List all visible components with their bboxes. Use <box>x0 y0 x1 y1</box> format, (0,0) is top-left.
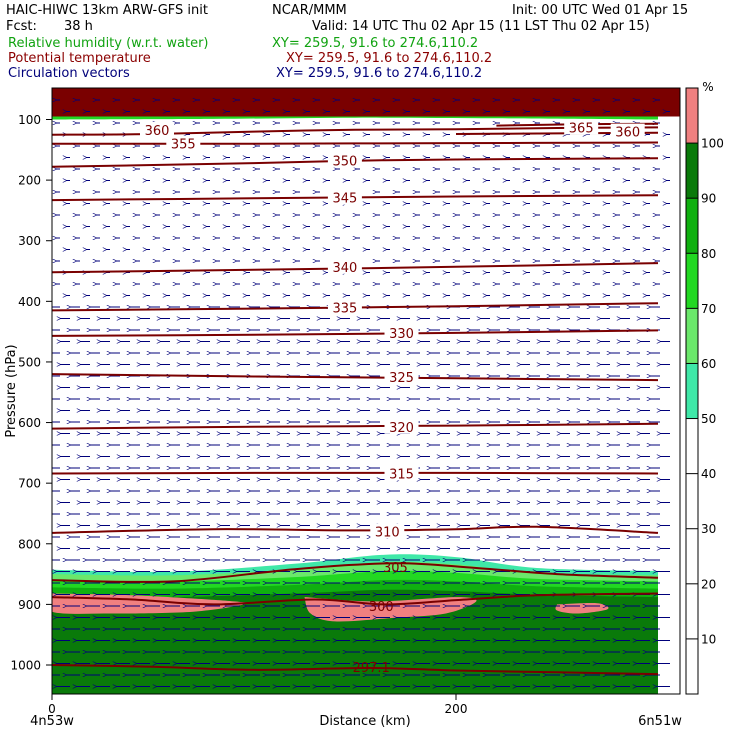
theta-label-305: 305 <box>383 561 408 576</box>
y-tick-label-1000: 1000 <box>10 659 41 673</box>
field-vector-label: Circulation vectors <box>8 66 130 81</box>
x-right-location: 6n51w <box>638 714 682 729</box>
plot-frame <box>51 87 681 695</box>
header-fcst-label: Fcst: <box>6 19 37 34</box>
y-tick-label-800: 800 <box>18 537 41 551</box>
theta-label-350: 350 <box>332 155 357 170</box>
theta-contour-355 <box>52 141 659 145</box>
y-tick-label-700: 700 <box>18 477 41 491</box>
theta-label-360: 360 <box>145 124 170 139</box>
colorbar-label-40: 40 <box>701 467 716 481</box>
colorbar-fill-50 <box>686 363 698 419</box>
field-theta-xy: XY= 259.5, 91.6 to 274.6,110.2 <box>286 51 493 66</box>
theta-contour-300 <box>52 592 659 606</box>
theta-label-bg <box>140 121 174 137</box>
y-tick-label-100: 100 <box>18 113 41 127</box>
x-tick-label-200: 200 <box>445 702 468 716</box>
theta-contour-310 <box>52 525 659 534</box>
y-axis-title: Pressure (hPa) <box>4 344 19 437</box>
y-tick-label-500: 500 <box>18 355 41 369</box>
theta-label-360: 360 <box>615 126 640 141</box>
field-rh-xy: XY= 259.5, 91.6 to 274.6,110.2 <box>272 36 479 51</box>
rh-saturated-pocket-1 <box>304 597 477 622</box>
y-tick-label-200: 200 <box>18 174 41 188</box>
header-init: Init: 00 UTC Wed 01 Apr 15 <box>512 3 689 18</box>
theta-label-345: 345 <box>332 192 357 207</box>
colorbar-fill-100 <box>686 88 698 144</box>
colorbar-label-70: 70 <box>701 302 716 316</box>
y-tick-label-900: 900 <box>18 598 41 612</box>
colorbar-fill-60 <box>686 308 698 364</box>
colorbar-fill-90 <box>686 143 698 199</box>
colorbar-label-20: 20 <box>701 577 716 591</box>
colorbar-frame <box>685 87 699 695</box>
rh-upper-layer <box>52 88 680 117</box>
theta-label-340: 340 <box>332 261 357 276</box>
colorbar-label-30: 30 <box>701 522 716 536</box>
theta-label-bg <box>370 523 405 539</box>
theta-label-330: 330 <box>389 327 414 342</box>
field-theta-label: Potential temperature <box>8 51 151 66</box>
theta-label-335: 335 <box>332 301 357 316</box>
theta-label-bg <box>327 152 362 168</box>
theta-label-bg <box>610 123 645 139</box>
colorbar-label-50: 50 <box>701 412 716 426</box>
y-tick-label-300: 300 <box>18 234 41 248</box>
header-org: NCAR/MMM <box>272 3 347 18</box>
header-valid: Valid: 14 UTC Thu 02 Apr 15 (11 LST Thu … <box>312 19 650 34</box>
theta-label-310: 310 <box>375 526 400 541</box>
theta-contour-325 <box>52 373 659 382</box>
colorbar-fill-70 <box>686 253 698 309</box>
colorbar-fill-80 <box>686 198 698 254</box>
theta-contour-315 <box>52 471 659 475</box>
theta-label-365: 365 <box>569 121 594 136</box>
theta-contour-297.1 <box>52 664 659 676</box>
x-left-location: 4n53w <box>30 714 74 729</box>
theta-label-bg <box>384 369 419 385</box>
colorbar: 10 20 30 40 50 60 70 80 90 100 <box>685 87 724 695</box>
colorbar-unit: % <box>702 80 713 94</box>
theta-contour-305 <box>52 562 659 583</box>
theta-label-bg <box>166 135 201 151</box>
theta-label-bg <box>564 119 599 135</box>
y-tick-label-600: 600 <box>18 416 41 430</box>
theta-label-297.1: 297.1 <box>353 661 390 676</box>
theta-label-bg <box>384 324 419 340</box>
field-rh-label: Relative humidity (w.r.t. water) <box>8 36 209 51</box>
x-axis: 0 200 <box>48 694 467 716</box>
colorbar-label-10: 10 <box>701 632 716 646</box>
colorbar-label-90: 90 <box>701 192 716 206</box>
theta-label-bg <box>327 258 362 274</box>
vector-layer <box>52 100 670 687</box>
header-model: HAIC-HIWC 13km ARW-GFS init <box>6 3 208 18</box>
colorbar-label-100: 100 <box>701 137 724 151</box>
theta-label-bg <box>327 189 362 205</box>
theta-label-315: 315 <box>389 468 414 483</box>
theta-label-325: 325 <box>389 371 414 386</box>
y-tick-label-400: 400 <box>18 295 41 309</box>
theta-label-layer: 360 365 3603553503453403353303253203153103… <box>140 119 645 676</box>
theta-label-300: 300 <box>369 600 394 615</box>
colorbar-label-80: 80 <box>701 247 716 261</box>
y-axis: 100 200 300 400 500 600 700 800 900 1000 <box>10 113 52 673</box>
x-tick-label-0: 0 <box>48 702 56 716</box>
theta-label-bg <box>327 299 362 315</box>
theta-contour-320 <box>52 422 659 430</box>
colorbar-label-60: 60 <box>701 357 716 371</box>
theta-label-bg <box>384 418 419 434</box>
theta-label-320: 320 <box>389 421 414 436</box>
theta-contour-330 <box>52 329 659 337</box>
theta-label-bg <box>384 465 419 481</box>
field-vector-xy: XY= 259.5, 91.6 to 274.6,110.2 <box>276 66 483 81</box>
rh-upper-band <box>52 116 658 120</box>
x-axis-title: Distance (km) <box>319 714 410 729</box>
theta-label-355: 355 <box>171 138 196 153</box>
header-fcst-value: 38 h <box>64 19 93 34</box>
